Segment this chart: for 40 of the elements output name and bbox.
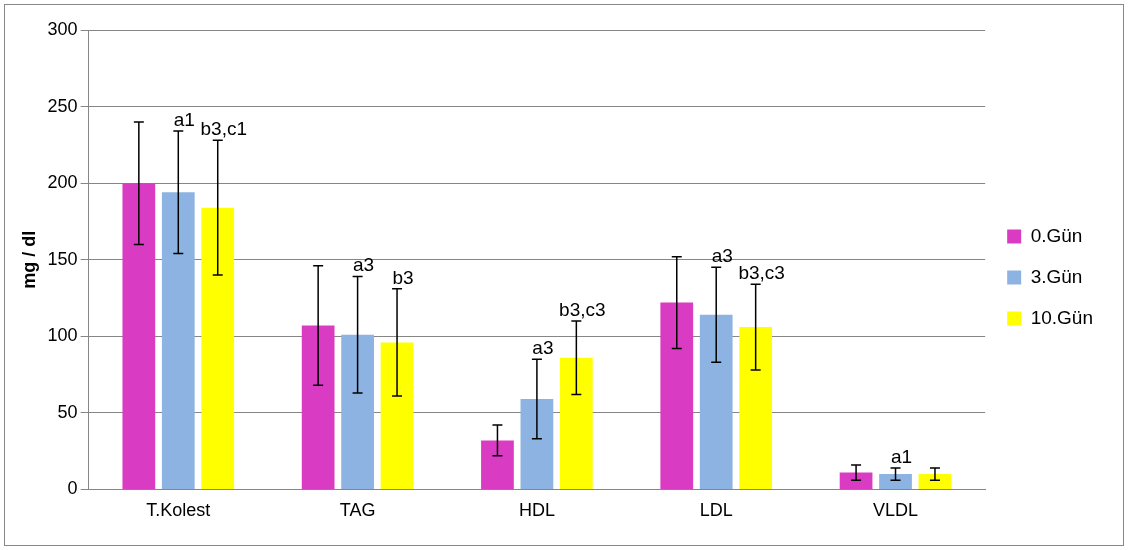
annotation: a1 [890, 445, 913, 467]
bar [341, 334, 374, 489]
x-tick-label: T.Kolest [146, 500, 211, 521]
bar [520, 399, 554, 489]
annotation: b3,c3 [738, 261, 785, 283]
bar [161, 192, 195, 489]
bar [122, 183, 156, 489]
annotation: a1 [173, 108, 195, 130]
bar [660, 302, 694, 489]
bar [380, 342, 414, 489]
y-tick-label: 150 [47, 248, 78, 269]
bar [918, 474, 952, 489]
bar [739, 327, 773, 489]
bar [699, 314, 733, 489]
annotation: a3 [353, 254, 375, 276]
y-tick-label: 50 [57, 401, 78, 422]
bar [481, 440, 514, 489]
y-tick-label: 250 [47, 95, 78, 116]
annotation: a3 [711, 245, 733, 267]
y-tick-label: 0 [67, 478, 78, 499]
bar [879, 474, 912, 489]
legend-label: 0.Gün [1030, 224, 1083, 246]
annotation: a3 [532, 336, 554, 358]
annotation: b3,c3 [559, 298, 606, 320]
bar [201, 207, 235, 489]
annotation: b3 [392, 266, 414, 288]
legend-label: 10.Gün [1030, 306, 1093, 328]
y-tick-label: 300 [47, 18, 78, 39]
bar [301, 325, 335, 489]
x-tick-label: VLDL [873, 500, 919, 521]
y-tick-label: 100 [47, 325, 78, 346]
bar [559, 357, 593, 489]
legend-label: 3.Gün [1030, 265, 1083, 287]
annotation: b3,c1 [200, 117, 247, 139]
bar [839, 472, 873, 489]
y-axis-title: mg / dl [18, 230, 39, 289]
x-tick-label: TAG [339, 500, 376, 521]
x-tick-label: LDL [699, 500, 733, 521]
y-tick-label: 200 [47, 172, 78, 193]
x-tick-label: HDL [518, 500, 555, 521]
